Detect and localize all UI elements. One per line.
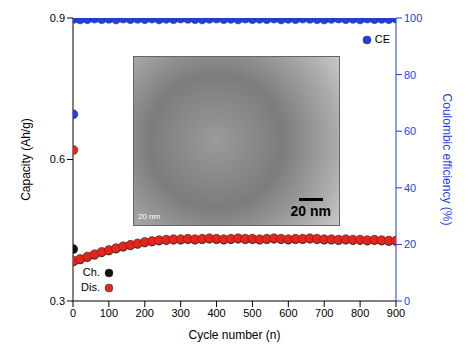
html-text:20 nm: 20 nm [290, 203, 331, 219]
svg-text:80: 80 [404, 69, 416, 81]
html-text:CE: CE [374, 33, 390, 45]
svg-text:0.6: 0.6 [50, 153, 65, 165]
svg-text:400: 400 [207, 307, 225, 319]
svg-text:0.9: 0.9 [50, 12, 65, 24]
svg-text:Capacity (Ah/g): Capacity (Ah/g) [19, 118, 33, 201]
svg-text:200: 200 [136, 307, 154, 319]
svg-text:600: 600 [279, 307, 297, 319]
svg-text:500: 500 [243, 307, 261, 319]
html-text:20 nm: 20 nm [138, 212, 161, 221]
svg-text:100: 100 [404, 12, 422, 24]
svg-text:900: 900 [387, 307, 405, 319]
svg-text:100: 100 [100, 307, 118, 319]
html-text:Dis.: Dis. [81, 281, 100, 293]
svg-text:Cycle number (n): Cycle number (n) [188, 328, 280, 342]
svg-text:40: 40 [404, 182, 416, 194]
svg-text:60: 60 [404, 125, 416, 137]
svg-text:0.3: 0.3 [50, 295, 65, 307]
svg-text:20: 20 [404, 238, 416, 250]
svg-text:0: 0 [404, 295, 410, 307]
svg-text:0: 0 [70, 307, 76, 319]
svg-text:300: 300 [171, 307, 189, 319]
svg-text:700: 700 [315, 307, 333, 319]
svg-text:Coulombic efficiency (%): Coulombic efficiency (%) [440, 94, 454, 226]
svg-text:800: 800 [351, 307, 369, 319]
html-text:Ch.: Ch. [82, 266, 100, 278]
